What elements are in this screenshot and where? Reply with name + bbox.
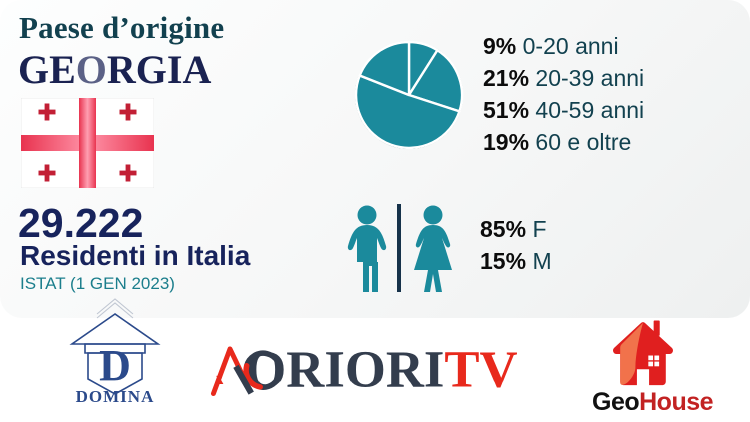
- svg-text:ORIORITV: ORIORITV: [245, 341, 517, 399]
- svg-text:DOMINA: DOMINA: [76, 387, 155, 403]
- svg-text:D: D: [99, 341, 131, 390]
